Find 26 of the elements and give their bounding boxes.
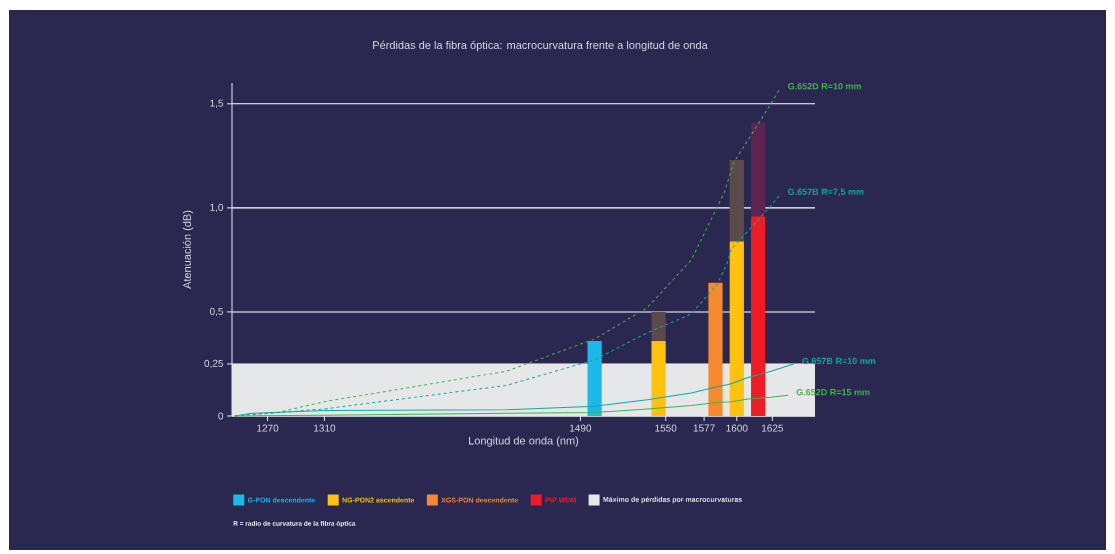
bar <box>651 341 666 416</box>
x-tick-label: 1550 <box>655 424 677 432</box>
y-tick-label: 0,5 <box>209 307 224 317</box>
y-tick-label: 0,25 <box>204 359 224 369</box>
bar <box>651 311 666 342</box>
bar <box>729 160 744 242</box>
x-tick-label: 1625 <box>762 424 784 432</box>
chart-title: Pérdidas de la fibra óptica: macrocurvatura frente a longitud de onda <box>373 40 708 52</box>
y-axis-title: Atenuación (dB) <box>182 210 194 289</box>
y-tick-label: 1,5 <box>210 99 224 108</box>
series-label: G.657B R=10 mm <box>802 357 876 365</box>
series-label: G.652D R=10 mm <box>788 83 861 90</box>
bar <box>729 241 744 416</box>
x-tick-label: 1270 <box>257 424 279 432</box>
bar <box>708 282 723 416</box>
x-tick-label: 1490 <box>570 424 592 432</box>
x-tick-label: 1577 <box>693 424 715 432</box>
x-tick-label: 1600 <box>726 424 748 432</box>
x-tick-label: 1310 <box>314 424 336 432</box>
y-tick-label: 0 <box>218 412 224 420</box>
x-axis-title: Longitud de onda (nm) <box>469 436 579 447</box>
series-label: G.657B R=7,5 mm <box>788 188 864 197</box>
bar <box>751 216 766 416</box>
bar <box>751 122 766 217</box>
y-tick-label: 1,0 <box>210 203 224 213</box>
bar <box>587 341 602 416</box>
